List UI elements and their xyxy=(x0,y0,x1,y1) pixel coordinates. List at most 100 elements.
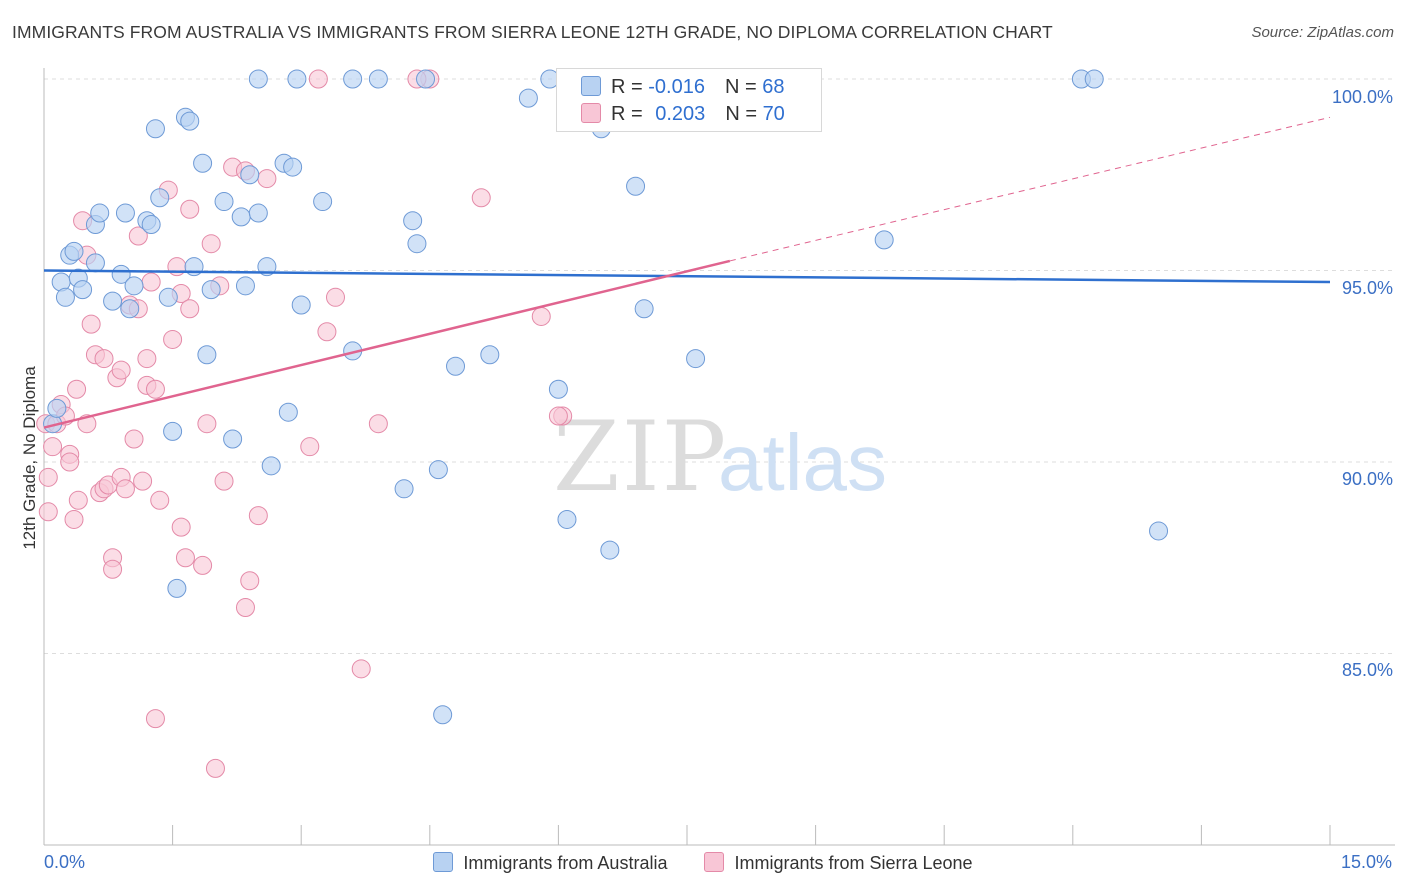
point-sierra-leone xyxy=(137,349,157,369)
point-sierra-leone xyxy=(150,490,170,510)
point-sierra-leone xyxy=(60,452,80,472)
point-sierra-leone xyxy=(257,169,277,189)
n-value: 70 xyxy=(762,103,785,125)
point-sierra-leone xyxy=(175,548,195,568)
point-australia xyxy=(1084,69,1104,89)
point-australia xyxy=(223,429,243,449)
point-australia xyxy=(64,241,84,261)
point-australia xyxy=(686,349,706,369)
point-australia xyxy=(120,299,140,319)
point-sierra-leone xyxy=(351,659,371,679)
point-sierra-leone xyxy=(235,598,255,618)
n-label: N = xyxy=(724,76,763,98)
point-australia xyxy=(557,509,577,529)
point-sierra-leone xyxy=(317,322,337,342)
point-sierra-leone xyxy=(180,199,200,219)
point-australia xyxy=(231,207,251,227)
point-australia xyxy=(626,176,646,196)
point-sierra-leone xyxy=(205,758,225,778)
point-australia xyxy=(261,456,281,476)
point-sierra-leone xyxy=(67,379,87,399)
point-sierra-leone xyxy=(201,234,221,254)
legend-item-australia[interactable]: Immigrants from Australia xyxy=(433,852,667,874)
point-sierra-leone xyxy=(115,479,135,499)
point-australia xyxy=(47,398,67,418)
point-australia xyxy=(90,203,110,223)
series-legend: Immigrants from Australia Immigrants fro… xyxy=(0,852,1406,874)
point-sierra-leone xyxy=(197,414,217,434)
point-australia xyxy=(158,287,178,307)
point-australia xyxy=(278,402,298,422)
y-tick-label: 100.0% xyxy=(1332,87,1393,107)
point-australia xyxy=(600,540,620,560)
point-sierra-leone xyxy=(163,329,183,349)
chart-source: Source: ZipAtlas.com xyxy=(1251,24,1394,41)
point-australia xyxy=(343,69,363,89)
point-sierra-leone xyxy=(133,471,153,491)
point-sierra-leone xyxy=(94,349,114,369)
point-australia xyxy=(416,69,436,89)
point-australia xyxy=(248,69,268,89)
point-sierra-leone xyxy=(300,437,320,457)
trend-lines xyxy=(43,116,1331,429)
point-sierra-leone xyxy=(471,188,491,208)
point-australia xyxy=(428,460,448,480)
point-sierra-leone xyxy=(145,379,165,399)
point-australia xyxy=(167,578,187,598)
point-australia xyxy=(141,215,161,235)
stats-legend: R = -0.016 N = 68 R = 0.203 N = 70 xyxy=(556,68,822,132)
point-sierra-leone xyxy=(308,69,328,89)
y-tick-labels: 85.0% 90.0% 95.0% 100.0% xyxy=(1332,87,1393,680)
australia-swatch xyxy=(433,852,454,872)
point-sierra-leone xyxy=(81,314,101,334)
point-sierra-leone xyxy=(548,406,568,426)
x-tick-label-min: 0.0% xyxy=(44,852,86,872)
r-value: -0.016 xyxy=(648,76,705,98)
point-sierra-leone xyxy=(214,471,234,491)
sierra-leone-swatch xyxy=(704,852,725,872)
point-australia xyxy=(201,280,221,300)
point-australia xyxy=(240,165,260,185)
point-australia xyxy=(634,299,654,319)
stats-row-australia: R = -0.016 N = 68 xyxy=(581,76,784,99)
point-australia xyxy=(145,119,165,139)
point-australia xyxy=(480,345,500,365)
sierra-leone-swatch xyxy=(581,103,601,123)
point-australia xyxy=(394,479,414,499)
point-australia xyxy=(257,257,277,277)
point-sierra-leone xyxy=(103,559,123,579)
stats-row-sierra-leone: R = 0.203 N = 70 xyxy=(581,103,785,126)
n-label: N = xyxy=(725,103,763,125)
point-australia xyxy=(433,705,453,725)
australia-swatch xyxy=(581,76,601,96)
point-australia xyxy=(193,153,213,173)
series-australia xyxy=(43,69,1169,725)
trend-line-australia xyxy=(43,269,1331,284)
series-sierra-leone xyxy=(36,69,573,778)
point-australia xyxy=(1149,521,1169,541)
point-australia xyxy=(368,69,388,89)
point-australia xyxy=(407,234,427,254)
y-tick-label: 95.0% xyxy=(1342,278,1393,298)
r-label: R = xyxy=(611,76,649,98)
point-australia xyxy=(73,280,93,300)
point-australia xyxy=(180,111,200,131)
trend-line-sierra-leone xyxy=(729,116,1331,262)
point-australia xyxy=(55,287,75,307)
legend-item-sierra-leone[interactable]: Immigrants from Sierra Leone xyxy=(704,852,973,874)
point-australia xyxy=(287,69,307,89)
point-australia xyxy=(85,253,105,273)
point-australia xyxy=(518,88,538,108)
point-sierra-leone xyxy=(38,502,58,522)
point-australia xyxy=(214,192,234,212)
point-sierra-leone xyxy=(43,437,63,457)
point-sierra-leone xyxy=(248,506,268,526)
point-sierra-leone xyxy=(171,517,191,537)
point-sierra-leone xyxy=(124,429,144,449)
chart-title: IMMIGRANTS FROM AUSTRALIA VS IMMIGRANTS … xyxy=(12,22,1053,42)
point-sierra-leone xyxy=(325,287,345,307)
n-value: 68 xyxy=(762,76,785,98)
point-sierra-leone xyxy=(141,272,161,292)
point-sierra-leone xyxy=(111,360,131,380)
